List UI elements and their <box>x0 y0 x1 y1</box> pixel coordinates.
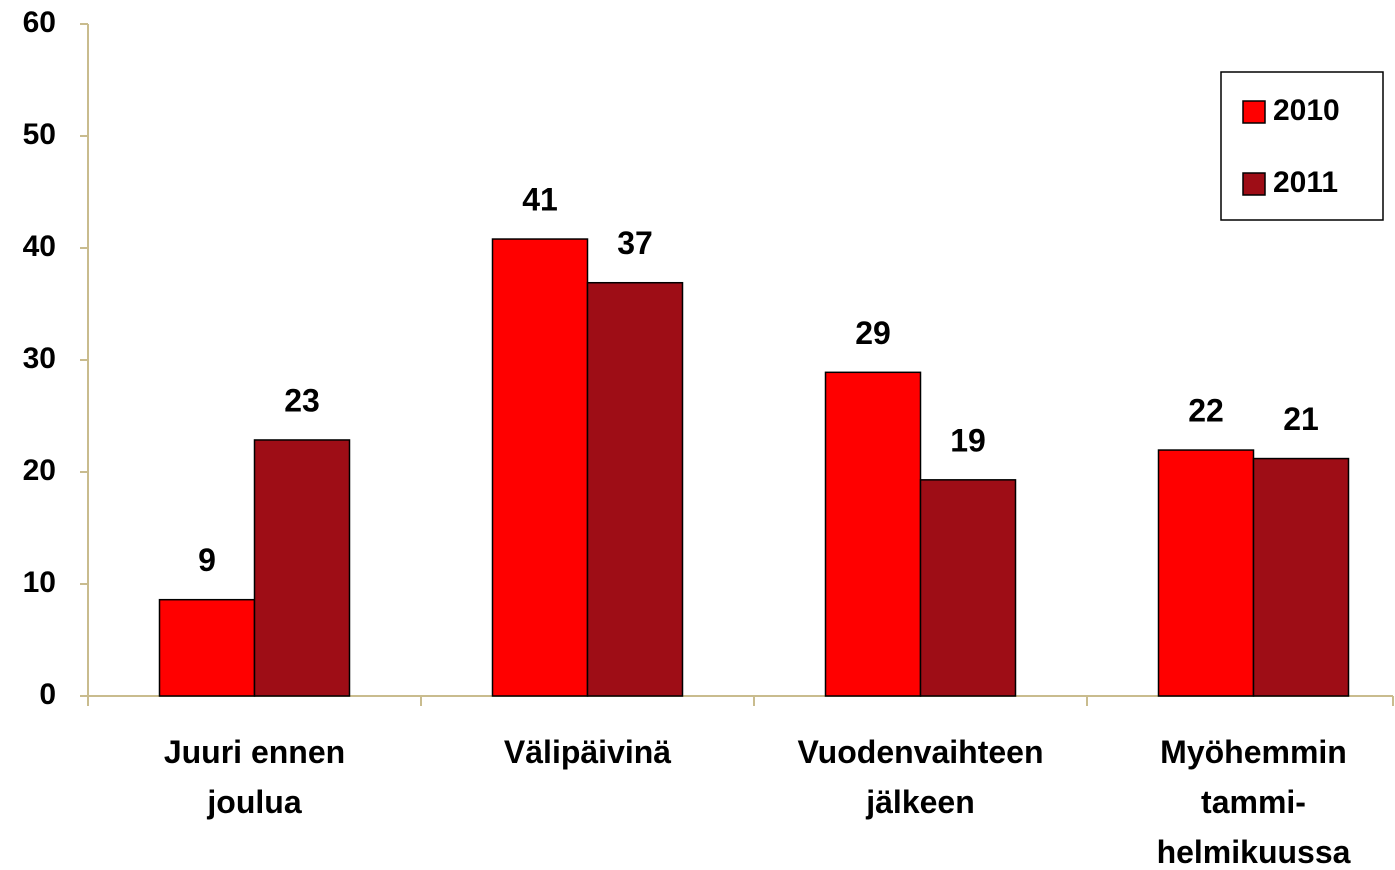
bar <box>1157 449 1255 697</box>
value-label: 41 <box>522 181 558 217</box>
x-tick-label: Välipäivinä <box>504 734 671 770</box>
x-tick-label: Juuri ennen joulua <box>164 734 345 820</box>
legend-label: 2010 <box>1273 94 1340 127</box>
y-tick-label: 10 <box>23 566 56 599</box>
value-label: 21 <box>1283 401 1319 437</box>
x-tick-label-line: helmikuussa <box>1157 834 1351 870</box>
x-tick-label: Myöhemmin tammi-helmikuussa <box>1157 734 1351 870</box>
bar <box>253 439 351 697</box>
legend-swatch <box>1242 172 1266 196</box>
value-label: 22 <box>1188 393 1224 429</box>
y-tick-label: 40 <box>23 230 56 263</box>
value-label: 23 <box>284 382 320 418</box>
bar <box>919 479 1017 697</box>
legend-label: 2011 <box>1273 166 1338 199</box>
bar <box>158 598 256 697</box>
value-label: 19 <box>950 422 986 458</box>
bar <box>586 281 684 697</box>
x-tick-label-line: Välipäivinä <box>504 734 671 770</box>
value-label: 29 <box>855 315 891 351</box>
x-tick-label: Vuodenvaihteen jälkeen <box>798 734 1044 820</box>
bar <box>1252 457 1350 697</box>
value-label: 37 <box>617 225 653 261</box>
x-tick-label-line: joulua <box>206 784 301 820</box>
bar <box>491 238 589 697</box>
value-label: 9 <box>198 542 216 578</box>
y-tick-label: 0 <box>39 678 56 711</box>
x-tick-label-line: Myöhemmin <box>1160 734 1347 770</box>
y-tick-label: 60 <box>23 6 56 39</box>
x-tick-label-line: tammi- <box>1201 784 1306 820</box>
y-tick-label: 50 <box>23 118 56 151</box>
legend-swatch <box>1242 100 1266 124</box>
x-tick-label-line: Vuodenvaihteen <box>798 734 1044 770</box>
bar <box>824 371 922 697</box>
y-tick-label: 20 <box>23 454 56 487</box>
y-tick-label: 30 <box>23 342 56 375</box>
x-tick-label-line: Juuri ennen <box>164 734 345 770</box>
x-tick-label-line: jälkeen <box>865 784 975 820</box>
